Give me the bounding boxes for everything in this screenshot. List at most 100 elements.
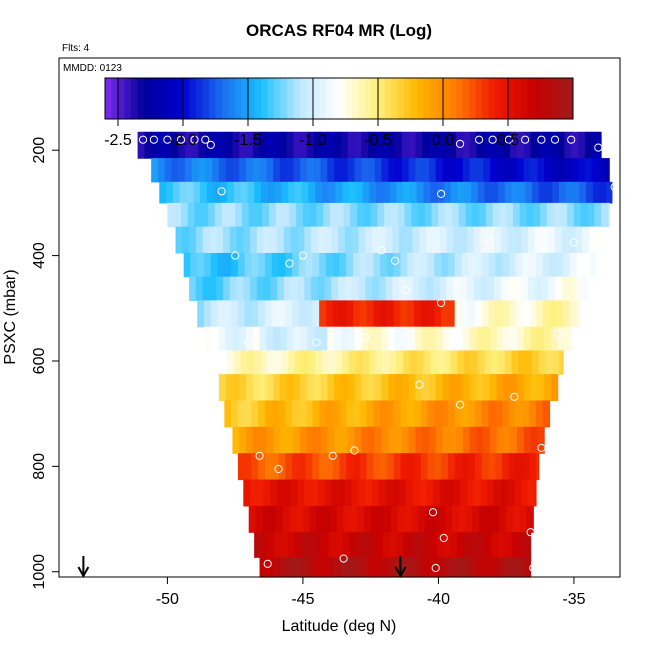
heatmap-cell — [523, 158, 532, 183]
heatmap-cell — [202, 276, 211, 301]
heatmap-cell — [419, 276, 427, 301]
colorbar-tick-label: -2.5 — [104, 132, 132, 149]
observation-point — [437, 298, 446, 308]
heatmap-cell — [457, 181, 465, 204]
heatmap-cell — [190, 252, 198, 278]
heatmap-cell — [296, 202, 304, 228]
heatmap-cell — [327, 374, 335, 402]
heatmap-cell — [462, 426, 471, 454]
heatmap-cell — [205, 326, 213, 352]
heatmap-cell — [496, 426, 505, 454]
heatmap-cell — [359, 400, 368, 428]
heatmap-cell — [563, 252, 571, 278]
heatmap-cell — [213, 350, 221, 375]
heatmap-cell — [518, 350, 526, 375]
heatmap-cell — [552, 350, 560, 375]
heatmap-cell — [246, 426, 254, 454]
heatmap-cell — [470, 181, 479, 204]
heatmap-cell — [481, 252, 490, 278]
heatmap-cell — [407, 400, 415, 428]
heatmap-cell — [523, 374, 532, 402]
heatmap-cell — [458, 505, 467, 533]
heatmap-cell — [244, 300, 253, 328]
heatmap-cell — [442, 131, 450, 159]
heatmap-cell — [460, 479, 468, 507]
colorbar-segment — [378, 78, 385, 119]
heatmap-cell — [405, 479, 414, 507]
observation-point — [176, 135, 186, 144]
heatmap-cell — [422, 557, 430, 578]
heatmap-cell — [470, 532, 479, 558]
colorbar-segment — [469, 78, 476, 119]
heatmap-cell — [388, 557, 396, 578]
heatmap-cell — [507, 276, 515, 301]
colorbar-segment — [482, 78, 489, 119]
heatmap-cell — [469, 426, 477, 454]
heatmap-cell — [308, 532, 316, 558]
heatmap-cell — [437, 181, 445, 204]
heatmap-cell — [246, 374, 254, 402]
heatmap-cell — [382, 350, 391, 375]
heatmap-cell — [275, 202, 284, 228]
heatmap-cell — [535, 400, 544, 428]
heatmap-cell — [393, 400, 402, 428]
heatmap-cell — [313, 131, 322, 159]
heatmap-cell — [312, 300, 320, 328]
heatmap-cell — [380, 453, 388, 481]
heatmap-cell — [264, 400, 273, 428]
heatmap-cell — [164, 158, 173, 183]
heatmap-cell — [305, 300, 313, 328]
heatmap-cell — [428, 131, 437, 159]
heatmap-cell — [224, 400, 232, 428]
heatmap-cell — [481, 400, 490, 428]
colorbar-segment — [111, 78, 119, 119]
observation-point — [377, 246, 386, 255]
heatmap-cell — [575, 276, 583, 301]
heatmap-cell — [344, 479, 353, 507]
heatmap-cell — [353, 400, 361, 428]
heatmap-cell — [264, 453, 273, 481]
heatmap-cell — [281, 532, 289, 558]
heatmap-cell — [573, 202, 582, 228]
heatmap-cell — [437, 350, 445, 375]
heatmap-cell — [518, 181, 526, 204]
heatmap-cell — [298, 252, 307, 278]
heatmap-cell — [534, 226, 543, 254]
heatmap-cell — [367, 557, 376, 578]
heatmap-cell — [489, 158, 498, 183]
heatmap-cell — [446, 479, 454, 507]
heatmap-cell — [361, 326, 369, 352]
observation-point — [537, 135, 546, 144]
heatmap-cell — [367, 326, 376, 352]
heatmap-cell — [270, 226, 278, 254]
heatmap-cell — [372, 479, 380, 507]
heatmap-cell — [401, 158, 410, 183]
heatmap-cell — [492, 202, 500, 228]
colorbar-segment — [443, 78, 450, 119]
heatmap-cell — [279, 557, 288, 578]
heatmap-cell — [552, 181, 560, 204]
heatmap-cell — [252, 426, 261, 454]
heatmap-cell — [144, 131, 152, 159]
heatmap-cell — [208, 202, 216, 228]
heatmap-cell — [514, 226, 522, 254]
heatmap-cell — [530, 326, 538, 352]
heatmap-cell — [401, 426, 410, 454]
heatmap-cell — [247, 350, 255, 375]
heatmap-cell — [550, 158, 559, 183]
heatmap-cell — [335, 532, 343, 558]
y-tick-label: 600 — [31, 348, 48, 375]
heatmap-cell — [282, 202, 290, 228]
heatmap-cell — [290, 276, 299, 301]
heatmap-cell — [243, 276, 251, 301]
heatmap-cell — [443, 181, 452, 204]
heatmap-cell — [227, 181, 235, 204]
heatmap-cell — [447, 252, 456, 278]
observation-point — [488, 135, 497, 144]
heatmap-cell — [324, 479, 332, 507]
heatmap-cell — [475, 300, 483, 328]
heatmap-cell — [327, 557, 335, 578]
heatmap-cell — [373, 252, 381, 278]
heatmap-cell — [390, 202, 399, 228]
heatmap-cell — [411, 505, 419, 533]
